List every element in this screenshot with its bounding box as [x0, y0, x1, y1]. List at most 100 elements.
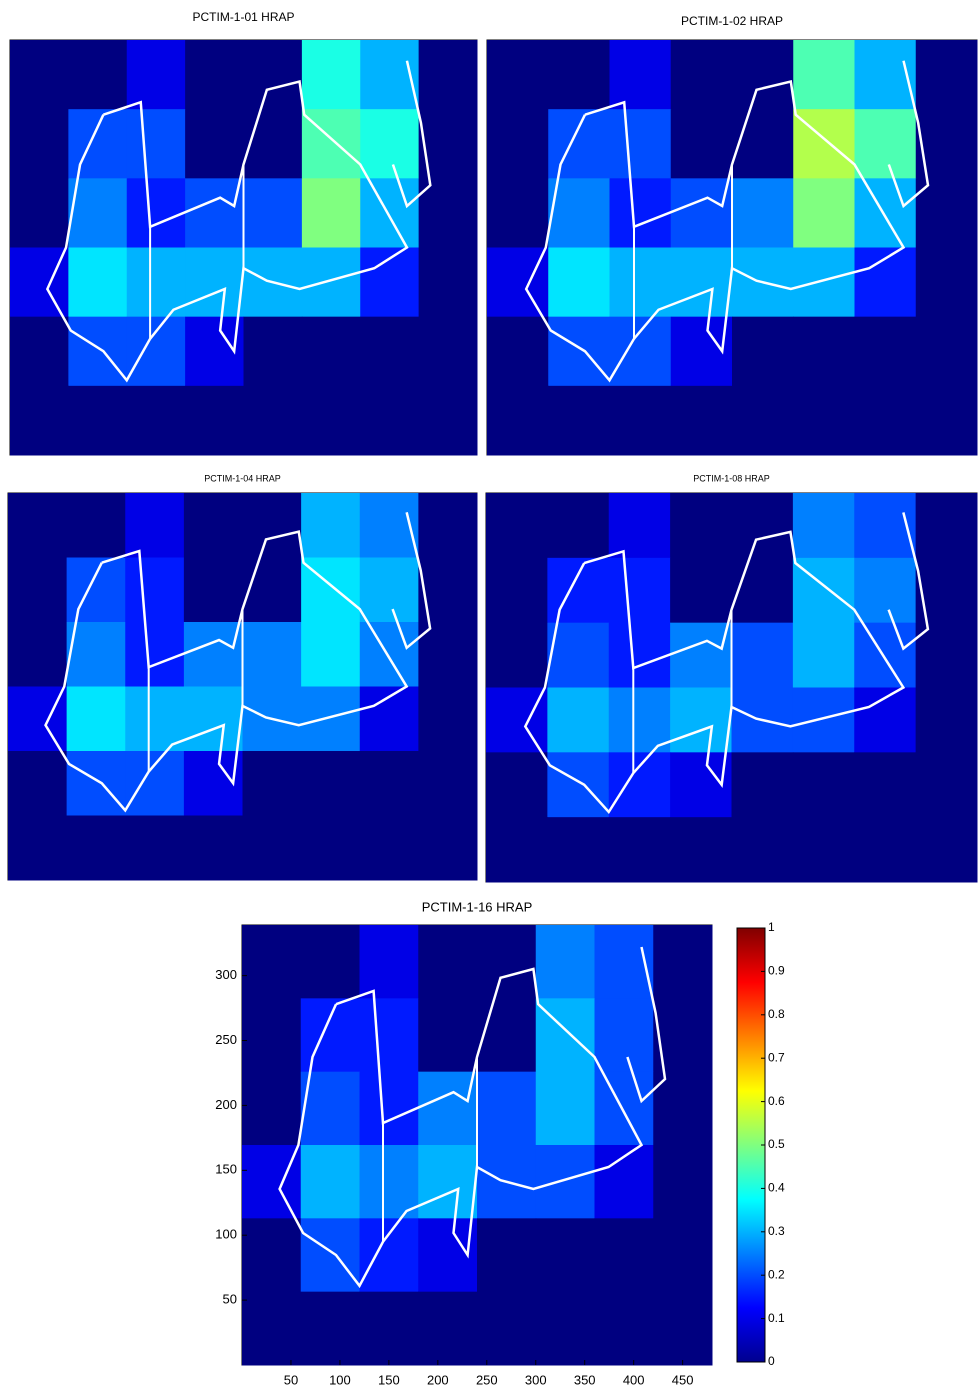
- heatmap-cell: [242, 1145, 302, 1219]
- heatmap-cell: [608, 752, 671, 818]
- heatmap-cell: [359, 815, 419, 881]
- heatmap-cell: [535, 1291, 595, 1366]
- heatmap-cell: [418, 925, 478, 999]
- heatmap-cell: [854, 316, 917, 387]
- heatmap-cell: [300, 1291, 360, 1366]
- heatmap-cell: [609, 247, 672, 318]
- heatmap-cell: [548, 316, 610, 387]
- heatmap-cell: [547, 752, 610, 818]
- heatmap-cell: [793, 385, 855, 456]
- x-tick-label: 450: [672, 1372, 694, 1387]
- x-tick-label: 50: [284, 1372, 298, 1387]
- heatmap-cell: [66, 815, 126, 881]
- heatmap-cell: [301, 493, 361, 558]
- heatmap-cell: [915, 385, 978, 456]
- heatmap-cell: [418, 815, 478, 881]
- heatmap-cell: [300, 1145, 360, 1219]
- heatmap-cell: [486, 752, 548, 818]
- colorbar-tick-label: 0.1: [768, 1311, 785, 1325]
- y-tick-label: 50: [223, 1292, 237, 1307]
- heatmap-cell: [359, 925, 419, 999]
- basin-outline: [887, 512, 930, 651]
- heatmap-cell: [243, 109, 303, 179]
- y-tick-label: 200: [215, 1097, 237, 1112]
- panel-title: PCTIM-1-04 HRAP: [204, 473, 281, 483]
- heatmap-cell: [125, 557, 185, 623]
- heatmap-cell: [300, 998, 360, 1073]
- x-tick-label: 100: [329, 1372, 351, 1387]
- heatmap-cell: [301, 751, 361, 816]
- heatmap-cell: [183, 493, 243, 558]
- colorbar-tick-label: 0.6: [768, 1094, 785, 1108]
- heatmap-cell: [670, 178, 733, 248]
- heatmap-cell: [242, 622, 302, 687]
- heatmap-cell: [242, 925, 302, 999]
- basin-outline: [626, 946, 667, 1104]
- heatmap-cell: [185, 178, 244, 248]
- colorbar-tick-label: 0: [768, 1354, 775, 1368]
- heatmap-cell: [418, 178, 478, 248]
- heatmap-cell: [608, 557, 671, 624]
- basin-outline: [523, 530, 906, 815]
- heatmap-cell: [125, 815, 185, 881]
- heatmap-cell: [68, 40, 128, 110]
- heatmap-cell: [359, 751, 419, 816]
- heatmap-cell: [243, 316, 303, 387]
- heatmap-cell: [126, 247, 186, 318]
- heatmap-cell: [731, 817, 794, 883]
- heatmap-cell: [125, 751, 185, 816]
- heatmap-cell: [477, 998, 537, 1073]
- heatmap-cell: [594, 998, 654, 1073]
- heatmap-cell: [594, 1218, 654, 1293]
- heatmap-cell: [66, 686, 126, 752]
- heatmap-cell: [300, 1218, 360, 1293]
- heatmap-cell: [486, 557, 548, 624]
- heatmap-cell: [301, 385, 361, 456]
- heatmap-cell: [915, 178, 978, 248]
- heatmap-cell: [68, 178, 128, 248]
- heatmap-cell: [477, 925, 537, 999]
- heatmap-cell: [653, 1291, 713, 1366]
- heatmap-cell: [68, 247, 128, 318]
- heatmap-cell: [418, 385, 478, 456]
- heatmap-cell: [126, 40, 186, 110]
- heatmap-cell: [670, 493, 732, 559]
- heatmap-cell: [487, 178, 549, 248]
- heatmap-cell: [242, 1071, 302, 1146]
- panel-title: PCTIM-1-01 HRAP: [192, 10, 294, 24]
- heatmap-cell: [609, 40, 672, 110]
- heatmap-cell: [670, 109, 733, 179]
- heatmap-cell: [359, 1291, 419, 1366]
- heatmap-cell: [792, 752, 855, 818]
- heatmap-cell: [547, 493, 610, 559]
- heatmap-cell: [486, 493, 548, 559]
- heatmap-cell: [547, 622, 610, 688]
- heatmap-cell: [125, 686, 185, 752]
- basin-outline: [524, 79, 906, 383]
- heatmap-cell: [609, 316, 672, 387]
- heatmap-cell: [125, 622, 185, 687]
- heatmap-cell: [854, 817, 917, 883]
- colorbar-tick-label: 0.2: [768, 1267, 785, 1281]
- heatmap-cell: [793, 40, 855, 110]
- heatmap-cell: [243, 385, 303, 456]
- heatmap-cell: [486, 817, 548, 883]
- heatmap-cell: [653, 1071, 713, 1146]
- basin-outline: [45, 79, 409, 383]
- heatmap-cell: [609, 109, 672, 179]
- heatmap-cell: [854, 622, 917, 688]
- heatmap-cell: [418, 1145, 478, 1219]
- heatmap-cell: [242, 1218, 302, 1293]
- heatmap-cell: [242, 557, 302, 623]
- heatmap-cell: [300, 925, 360, 999]
- heatmap-cell: [418, 493, 478, 558]
- colorbar-tick-label: 0.7: [768, 1050, 785, 1064]
- panel-title: PCTIM-1-16 HRAP: [422, 899, 533, 914]
- heatmap-cell: [126, 178, 186, 248]
- basin-outline: [391, 512, 432, 650]
- heatmap-cell: [915, 493, 978, 559]
- heatmap-cell: [670, 557, 732, 624]
- heatmap-cell: [792, 817, 855, 883]
- heatmap-cell: [10, 178, 69, 248]
- heatmap-cell: [854, 752, 917, 818]
